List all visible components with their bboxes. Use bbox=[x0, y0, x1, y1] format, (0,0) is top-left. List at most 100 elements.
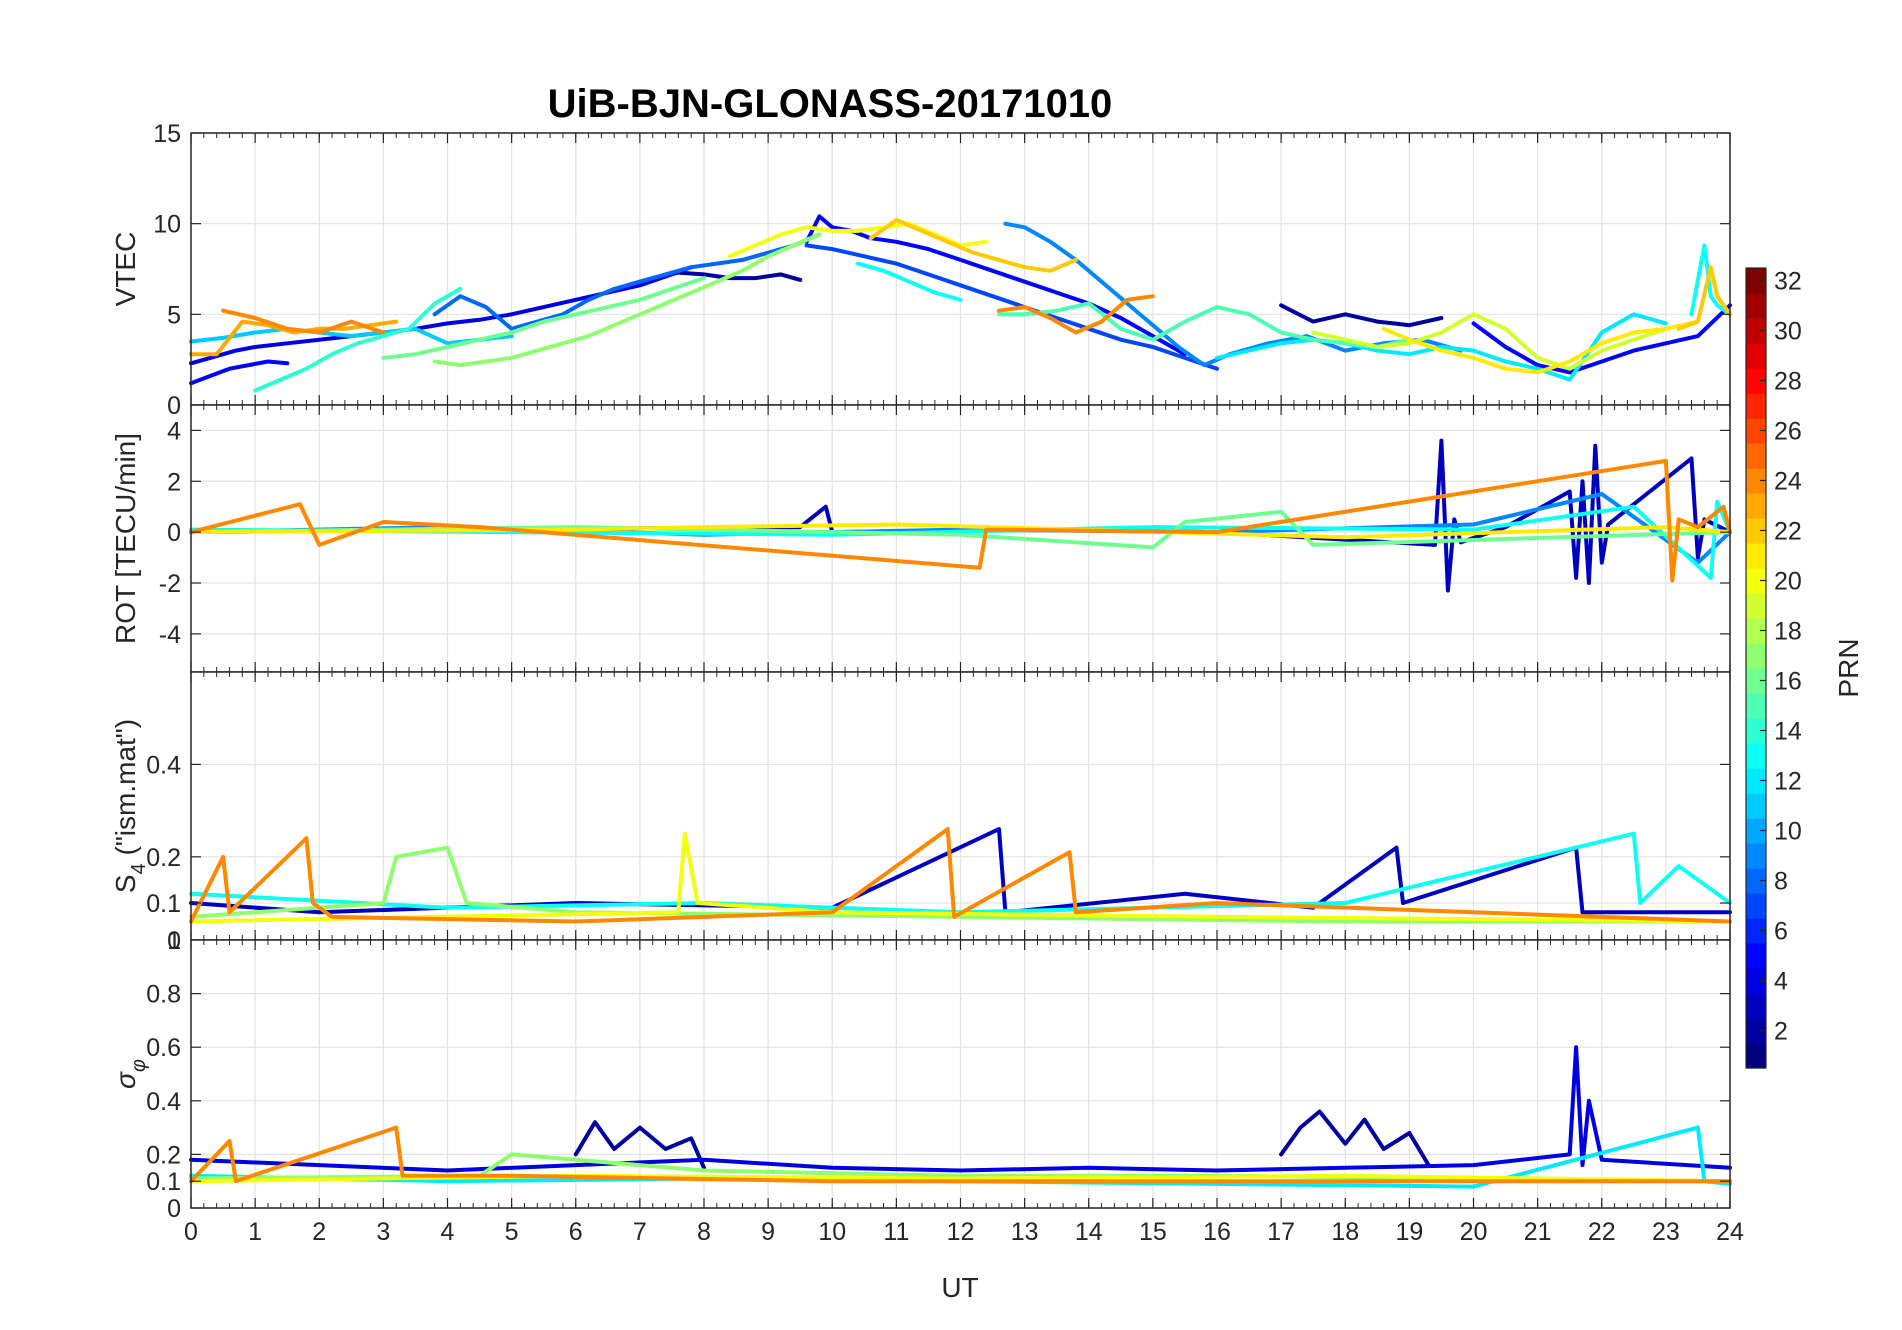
colorbar-swatch bbox=[1746, 368, 1766, 394]
y-axis-label-subscript: 4 bbox=[128, 863, 150, 874]
colorbar-swatch bbox=[1746, 818, 1766, 844]
colorbar-swatch bbox=[1746, 618, 1766, 644]
y-tick-label: 0 bbox=[167, 927, 181, 955]
colorbar-swatch bbox=[1746, 1043, 1766, 1069]
y-tick-label: 0.2 bbox=[146, 1141, 181, 1169]
figure-title: UiB-BJN-GLONASS-20171010 bbox=[548, 82, 1113, 126]
x-tick-label: 15 bbox=[1139, 1218, 1167, 1246]
x-tick-label: 19 bbox=[1395, 1218, 1423, 1246]
x-tick-label: 22 bbox=[1588, 1218, 1616, 1246]
colorbar-tick-label: 26 bbox=[1774, 418, 1802, 446]
x-tick-label: 1 bbox=[248, 1218, 262, 1246]
colorbar-swatch bbox=[1746, 493, 1766, 519]
colorbar-swatch bbox=[1746, 593, 1766, 619]
colorbar-swatch bbox=[1746, 668, 1766, 694]
series-line-prn-13 bbox=[189, 499, 1732, 580]
colorbar-swatch bbox=[1746, 893, 1766, 919]
series-line-prn-22 bbox=[1676, 265, 1732, 331]
series-line-prn-20 bbox=[189, 831, 1732, 924]
colorbar-tick-label: 20 bbox=[1774, 568, 1802, 596]
x-tick-label: 2 bbox=[312, 1218, 326, 1246]
colorbar-swatch bbox=[1746, 293, 1766, 319]
y-tick-label: 0.4 bbox=[146, 1088, 181, 1116]
x-tick-label: 10 bbox=[818, 1218, 846, 1246]
colorbar-label: PRN bbox=[1833, 638, 1864, 697]
colorbar-tick-label: 4 bbox=[1774, 968, 1788, 996]
series-line-prn-24 bbox=[189, 827, 1732, 924]
colorbar-swatch bbox=[1746, 343, 1766, 369]
colorbar-frame bbox=[1745, 267, 1767, 1069]
series-group bbox=[189, 827, 1732, 924]
y-tick-label: -4 bbox=[159, 621, 181, 649]
colorbar-swatch bbox=[1746, 743, 1766, 769]
colorbar-tick-label: 2 bbox=[1774, 1018, 1788, 1046]
colorbar-swatch bbox=[1746, 843, 1766, 869]
colorbar-tick-label: 32 bbox=[1774, 268, 1802, 296]
series-line-prn-15 bbox=[997, 301, 1412, 349]
series-line-prn-2 bbox=[1279, 1109, 1431, 1168]
y-tick-label: 15 bbox=[153, 120, 181, 148]
panel-1: 0 5 10 15 VTEC bbox=[110, 120, 1732, 420]
colorbar-swatch bbox=[1746, 918, 1766, 944]
x-tick-label: 12 bbox=[947, 1218, 975, 1246]
series-line-prn-11 bbox=[189, 326, 514, 346]
series-line-prn-4 bbox=[189, 1045, 1732, 1173]
colorbar-swatch bbox=[1746, 693, 1766, 719]
y-tick-label: 0.4 bbox=[146, 751, 181, 779]
colorbar-swatch bbox=[1746, 568, 1766, 594]
series-line-prn-24 bbox=[221, 308, 386, 335]
x-tick-label: 6 bbox=[569, 1218, 583, 1246]
colorbar-swatch bbox=[1746, 443, 1766, 469]
series-line-prn-13 bbox=[1689, 243, 1732, 317]
series-line-prn-13 bbox=[189, 831, 1732, 915]
series-line-prn-24 bbox=[997, 294, 1155, 335]
series-line-prn-7 bbox=[804, 243, 1219, 371]
colorbar-tick-label: 8 bbox=[1774, 868, 1788, 896]
series-line-prn-24 bbox=[189, 1125, 1732, 1184]
colorbar-tick-label: 16 bbox=[1774, 668, 1802, 696]
series-line-prn-17 bbox=[432, 232, 822, 368]
colorbar-tick-label: 24 bbox=[1774, 468, 1802, 496]
x-tick-label: 14 bbox=[1075, 1218, 1103, 1246]
y-tick-label: 0.1 bbox=[146, 890, 181, 918]
x-tick-label: 9 bbox=[761, 1218, 775, 1246]
x-tick-label: 11 bbox=[883, 1218, 909, 1246]
colorbar-tick-label: 14 bbox=[1774, 718, 1802, 746]
colorbar-swatch bbox=[1746, 993, 1766, 1019]
series-line-prn-16 bbox=[381, 276, 706, 360]
y-tick-label: 0 bbox=[167, 1195, 181, 1223]
y-tick-label: 1 bbox=[167, 927, 181, 955]
colorbar-tick-label: 10 bbox=[1774, 818, 1802, 846]
colorbar-swatch bbox=[1746, 943, 1766, 969]
colorbar-tick-label: 18 bbox=[1774, 618, 1802, 646]
x-tick-label: 20 bbox=[1460, 1218, 1488, 1246]
colorbar-swatch bbox=[1746, 718, 1766, 744]
y-tick-label: 0.6 bbox=[146, 1034, 181, 1062]
colorbar-swatch bbox=[1746, 868, 1766, 894]
y-tick-label: 0 bbox=[167, 519, 181, 547]
y-tick-label: 0.1 bbox=[146, 1168, 181, 1196]
series-group bbox=[189, 1045, 1732, 1189]
colorbar-tick-label: 6 bbox=[1774, 918, 1788, 946]
colorbar-swatch bbox=[1746, 468, 1766, 494]
x-tick-label: 21 bbox=[1524, 1218, 1552, 1246]
colorbar-swatch bbox=[1746, 268, 1766, 294]
x-tick-label: 13 bbox=[1011, 1218, 1039, 1246]
colorbar-swatch bbox=[1746, 518, 1766, 544]
x-tick-label: 18 bbox=[1331, 1218, 1359, 1246]
x-tick-label: 0 bbox=[184, 1218, 198, 1246]
series-line-prn-2 bbox=[1279, 303, 1444, 328]
series-line-prn-17 bbox=[189, 845, 1732, 924]
colorbar-swatch bbox=[1746, 418, 1766, 444]
x-tick-labels: 0 1 2 3 4 5 6 7 8 9 10 11 12 13 14 15 16 17 18 19 20 21 22 23 24 bbox=[184, 1218, 1744, 1246]
y-axis-label-rest: ("ism.mat") bbox=[110, 719, 141, 863]
x-tick-label: 16 bbox=[1203, 1218, 1231, 1246]
colorbar-tick-label: 28 bbox=[1774, 368, 1802, 396]
y-tick-label: -2 bbox=[159, 570, 181, 598]
colorbar-swatch bbox=[1746, 968, 1766, 994]
colorbar-swatch bbox=[1746, 793, 1766, 819]
series-group bbox=[189, 214, 1732, 393]
